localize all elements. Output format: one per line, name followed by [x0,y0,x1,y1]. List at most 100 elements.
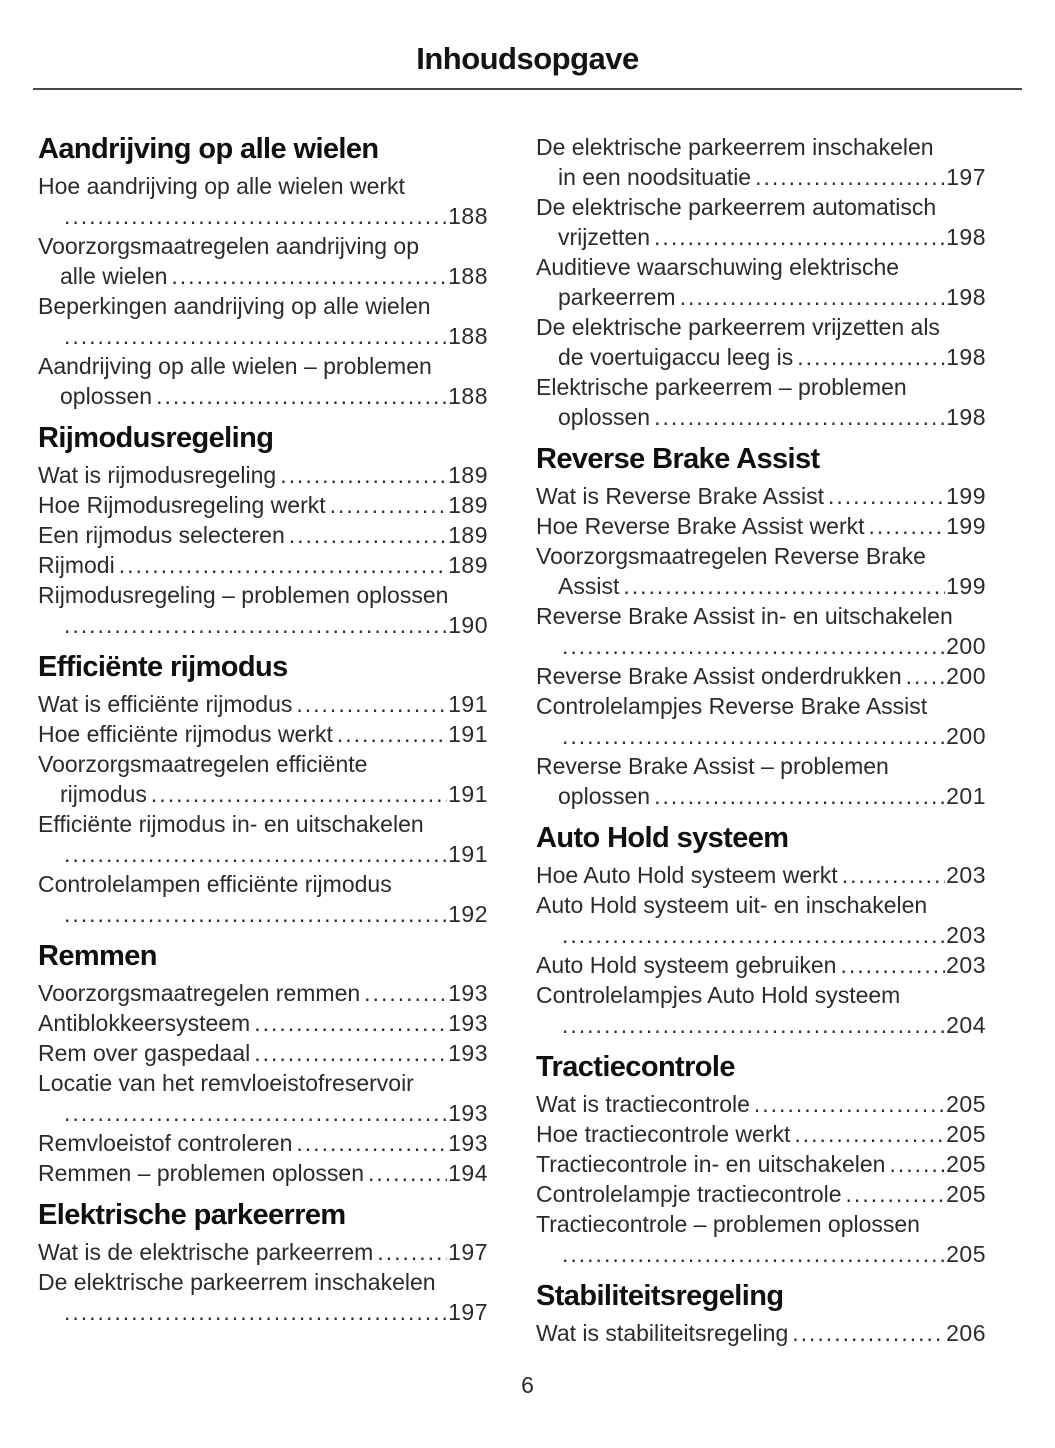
dot-leader [289,520,447,550]
entry-text: rijmodus [60,781,147,807]
entry-text: Hoe Auto Hold systeem werkt [536,862,838,888]
toc-entry-line: Assist 199 [536,571,986,601]
entry-page-number: 193 [448,980,488,1006]
entry-page-number: 190 [448,612,488,638]
dot-leader [64,1098,447,1128]
section-heading: Elektrische parkeerrem [38,1199,346,1231]
dot-leader [254,1008,447,1038]
toc-entry-line: Tractiecontrole in- en uitschakelen 205 [536,1149,986,1179]
entry-page-number: 188 [448,203,488,229]
toc-entry: Controlelampjes Reverse Brake Assist 200 [536,691,986,751]
toc-entry-line: Tractiecontrole – problemen oplossen [536,1209,986,1239]
toc-entry-line: Een rijmodus selecteren 189 [38,520,488,550]
title-divider [33,88,1022,90]
entry-page-number: 201 [946,783,986,809]
entry-page-number: 189 [448,522,488,548]
toc-section: Efficiënte rijmodus Wat is efficiënte rij… [38,650,488,929]
toc-entry-line: Hoe aandrijving op alle wielen werkt [38,171,488,201]
entry-text: Auto Hold systeem gebruiken [536,952,837,978]
toc-entry-line: alle wielen 188 [38,261,488,291]
toc-entry-line: Reverse Brake Assist in- en uitschakelen [536,601,986,631]
section-heading: Stabiliteitsregeling [536,1280,784,1312]
entry-page-number: 197 [448,1299,488,1325]
toc-entry-line: Voorzorgsmaatregelen remmen 193 [38,978,488,1008]
toc-section: Rijmodusregeling Wat is rijmodusregeling 1… [38,421,488,640]
toc-entry-line: De elektrische parkeerrem inschakelen [536,132,986,162]
entry-page-number: 193 [448,1100,488,1126]
toc-entry-line: 200 [536,721,986,751]
entry-page-number: 203 [946,952,986,978]
dot-leader [562,631,945,661]
dot-leader [828,481,945,511]
entry-text: Controlelampjes Reverse Brake Assist [536,693,928,719]
toc-entry-line: Remmen – problemen oplossen 194 [38,1158,488,1188]
entry-text: parkeerrem [558,284,676,310]
entry-page-number: 198 [946,224,986,250]
toc-entry: De elektrische parkeerrem automatisch vri… [536,192,986,252]
dot-leader [792,1318,945,1348]
toc-entry: Tractiecontrole – problemen oplossen 205 [536,1209,986,1269]
dot-leader [330,490,448,520]
toc-entry-line: 193 [38,1098,488,1128]
toc-entry: De elektrische parkeerrem inschakelen 197 [38,1267,488,1327]
entry-text: oplossen [558,404,651,430]
entry-text: in een noodsituatie [558,164,752,190]
toc-entry-line: 190 [38,610,488,640]
dot-leader [654,402,945,432]
entry-page-number: 198 [946,344,986,370]
toc-entry-line: Voorzorgsmaatregelen Reverse Brake [536,541,986,571]
entry-page-number: 197 [946,164,986,190]
toc-section: Auto Hold systeem Hoe Auto Hold systeem w… [536,821,986,1040]
entry-text: Hoe aandrijving op alle wielen werkt [38,173,405,199]
toc-entry: Locatie van het remvloeistofreservoir 193 [38,1068,488,1128]
toc-entry: Efficiënte rijmodus in- en uitschakelen 1… [38,809,488,869]
entry-text: Wat is stabiliteitsregeling [536,1320,789,1346]
toc-entry: Controlelampje tractiecontrole 205 [536,1179,986,1209]
dot-leader [377,1237,447,1267]
entry-text: Hoe Reverse Brake Assist werkt [536,513,865,539]
entry-text: Reverse Brake Assist – problemen [536,753,889,779]
entry-page-number: 191 [448,721,488,747]
entry-page-number: 200 [946,663,986,689]
toc-entry: Hoe Auto Hold systeem werkt 203 [536,860,986,890]
dot-leader [64,899,447,929]
toc-entry-line: Antiblokkeersysteem 193 [38,1008,488,1038]
entry-text: Wat is Reverse Brake Assist [536,483,825,509]
toc-entry-line: Voorzorgsmaatregelen aandrijving op [38,231,488,261]
toc-entry: Reverse Brake Assist onderdrukken 200 [536,661,986,691]
toc-entry-line: oplossen 198 [536,402,986,432]
dot-leader [64,839,447,869]
toc-entry-line: 188 [38,201,488,231]
toc-entry: Hoe Rijmodusregeling werkt 189 [38,490,488,520]
entry-text: Tractiecontrole – problemen oplossen [536,1211,920,1237]
toc-entry-line: 191 [38,839,488,869]
entry-page-number: 189 [448,552,488,578]
toc-entry: Wat is de elektrische parkeerrem 197 [38,1237,488,1267]
section-heading: Rijmodusregeling [38,422,274,454]
toc-entry: De elektrische parkeerrem vrijzetten als… [536,312,986,372]
entry-page-number: 193 [448,1010,488,1036]
toc-entry: Elektrische parkeerrem – problemen oploss… [536,372,986,432]
toc-entry-line: 200 [536,631,986,661]
dot-leader [280,460,447,490]
toc-entry-line: rijmodus 191 [38,779,488,809]
dot-leader [842,860,945,890]
entry-page-number: 199 [946,573,986,599]
toc-entry-line: Hoe Rijmodusregeling werkt 189 [38,490,488,520]
dot-leader [368,1158,447,1188]
entry-text: alle wielen [60,263,168,289]
dot-leader [840,950,945,980]
entry-text: Wat is rijmodusregeling [38,462,277,488]
entry-page-number: 188 [448,263,488,289]
entry-text: Tractiecontrole in- en uitschakelen [536,1151,886,1177]
toc-entry: Wat is efficiënte rijmodus 191 [38,689,488,719]
toc-entry: Wat is stabiliteitsregeling 206 [536,1318,986,1348]
entry-text: Beperkingen aandrijving op alle wielen [38,293,431,319]
toc-section: Reverse Brake Assist Wat is Reverse Brake… [536,442,986,811]
entry-page-number: 198 [946,404,986,430]
entry-text: Hoe Rijmodusregeling werkt [38,492,326,518]
toc-entry: Antiblokkeersysteem 193 [38,1008,488,1038]
dot-leader [64,610,447,640]
toc-section: Elektrische parkeerrem Wat is de elektris… [38,1198,488,1327]
